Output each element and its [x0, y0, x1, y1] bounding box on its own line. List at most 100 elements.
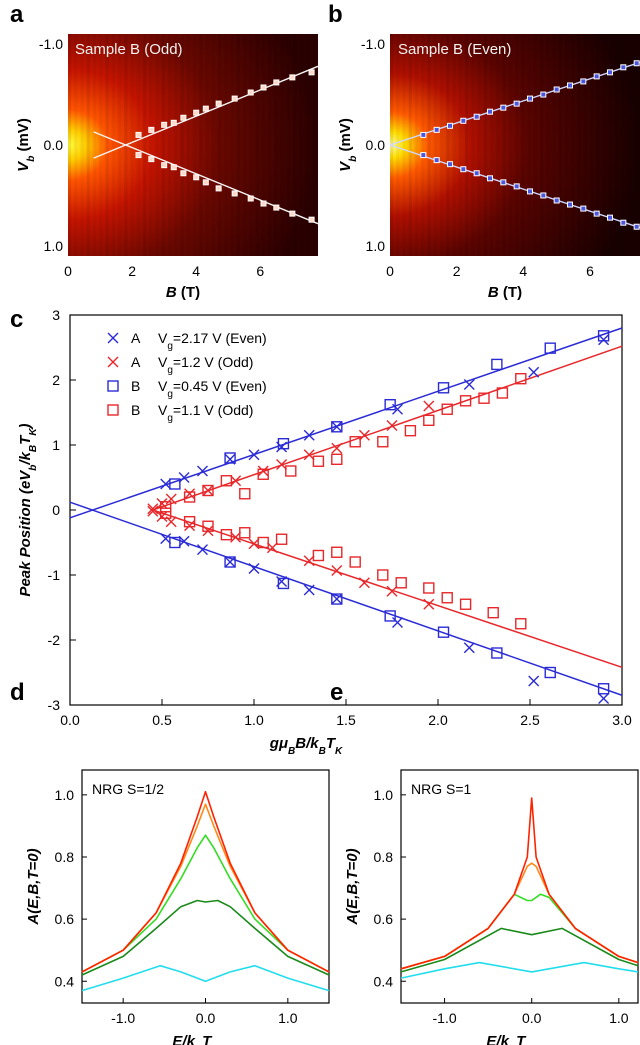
- x-stroke: [147, 505, 159, 517]
- x-stroke: [248, 538, 260, 550]
- heatmap-streak: [149, 34, 153, 256]
- peak-point: [273, 79, 280, 86]
- x-tick-label: 6: [256, 263, 264, 279]
- peak-point: [180, 114, 187, 121]
- panel-a-heatmap: Sample B (Odd) -1.0 0.0 1.00 2 4 6 B (T) Vb (mV): [15, 34, 319, 301]
- data-point-x: [331, 442, 343, 454]
- data-point-square: [239, 488, 251, 500]
- y-axis-label: Peak Position (eVb/kBTK): [17, 423, 39, 596]
- data-point-x: [392, 616, 404, 628]
- heatmap-streak: [452, 34, 456, 256]
- data-point-square: [159, 507, 172, 519]
- y-axis-label: Vb (mV): [15, 118, 37, 172]
- fit-line: [69, 327, 623, 519]
- fit-line: [93, 65, 319, 159]
- heatmap-streak: [577, 34, 581, 256]
- data-point-x: [303, 429, 315, 441]
- heatmap-streak: [508, 34, 512, 256]
- heatmap-streak: [293, 34, 297, 256]
- fit-line: [152, 509, 623, 669]
- data-point-x: [303, 584, 315, 596]
- heatmap-streak: [105, 34, 109, 256]
- heatmap-streak: [118, 34, 122, 256]
- heatmap-streak: [483, 34, 487, 256]
- heatmap-streak: [236, 34, 240, 256]
- data-point-square: [478, 392, 490, 404]
- peak-point: [460, 117, 467, 124]
- data-point-square: [224, 556, 236, 568]
- data-point-square: [331, 546, 343, 558]
- peak-point: [289, 210, 296, 217]
- spectral-curve: [400, 961, 639, 979]
- peak-point: [420, 131, 427, 138]
- fit-line: [93, 131, 319, 225]
- data-point-x: [178, 535, 190, 547]
- y-tick-label: -2: [48, 632, 61, 648]
- nrg-annotation: NRG S=1: [411, 781, 472, 797]
- data-point-x: [224, 556, 236, 568]
- x-stroke: [184, 520, 196, 532]
- data-point-x: [248, 538, 260, 550]
- peak-point: [553, 197, 560, 204]
- x-stroke: [386, 585, 398, 597]
- peak-point: [308, 69, 315, 76]
- data-point-x: [331, 421, 343, 433]
- heatmap-streak: [199, 34, 203, 256]
- peak-point: [607, 69, 613, 76]
- data-point-square: [597, 330, 610, 342]
- x-axis-label: B (T): [488, 284, 522, 301]
- x-stroke: [196, 465, 208, 477]
- heatmap-streak: [193, 34, 197, 256]
- data-point-square: [459, 598, 472, 610]
- x-tick-label: -1.0: [433, 1010, 457, 1026]
- x-stroke: [331, 421, 343, 433]
- peak-point: [460, 166, 467, 173]
- heatmap-streak: [427, 34, 431, 256]
- data-point-x: [392, 403, 404, 415]
- x-tick-label: 0.0: [196, 1010, 216, 1026]
- x-stroke: [331, 564, 343, 576]
- x-stroke: [463, 642, 475, 654]
- heatmap-streak: [590, 34, 594, 256]
- data-point-square: [331, 453, 343, 465]
- x-tick-label: 2: [453, 263, 461, 279]
- peak-point: [135, 131, 142, 138]
- y-tick-label: -1: [48, 567, 61, 583]
- heatmap-streak: [174, 34, 178, 256]
- x-stroke: [196, 544, 208, 556]
- x-stroke: [156, 498, 168, 509]
- data-point-square: [423, 414, 435, 426]
- heatmap-streak: [224, 34, 228, 256]
- x-stroke: [276, 459, 288, 470]
- x-stroke: [598, 693, 610, 704]
- x-stroke: [178, 535, 190, 547]
- peak-point: [593, 210, 600, 217]
- data-point-x: [386, 585, 398, 597]
- x-stroke: [248, 563, 260, 574]
- x-tick-label: 0.0: [60, 712, 80, 728]
- x-stroke: [331, 593, 343, 605]
- data-point-square: [597, 683, 610, 695]
- x-tick-label: 4: [192, 263, 200, 279]
- heatmap-streak: [155, 34, 159, 256]
- data-point-square: [377, 569, 389, 581]
- data-point-square: [331, 593, 343, 605]
- data-point-x: [528, 675, 540, 687]
- peak-point: [513, 100, 520, 107]
- peak-point: [247, 89, 254, 96]
- panel-c-scatter: 0.0 0.5 1.0 1.5 2.0 2.5 3.0 -3 -2 -1 0 1 2 3 A Vg=2.17 …: [17, 307, 632, 757]
- data-point-x: [202, 485, 214, 496]
- peak-point: [161, 162, 168, 169]
- data-point-square: [202, 520, 214, 532]
- peak-point: [170, 119, 177, 126]
- spectral-curve: [81, 899, 330, 976]
- x-stroke: [160, 533, 172, 545]
- x-stroke: [165, 516, 177, 528]
- y-tick-label: 0.0: [366, 137, 386, 153]
- heatmap-streak: [99, 34, 103, 256]
- y-tick-label: 2: [52, 372, 60, 388]
- data-point-x: [196, 465, 208, 477]
- data-point-square: [183, 491, 196, 503]
- panel-title: Sample B (Even): [398, 41, 511, 58]
